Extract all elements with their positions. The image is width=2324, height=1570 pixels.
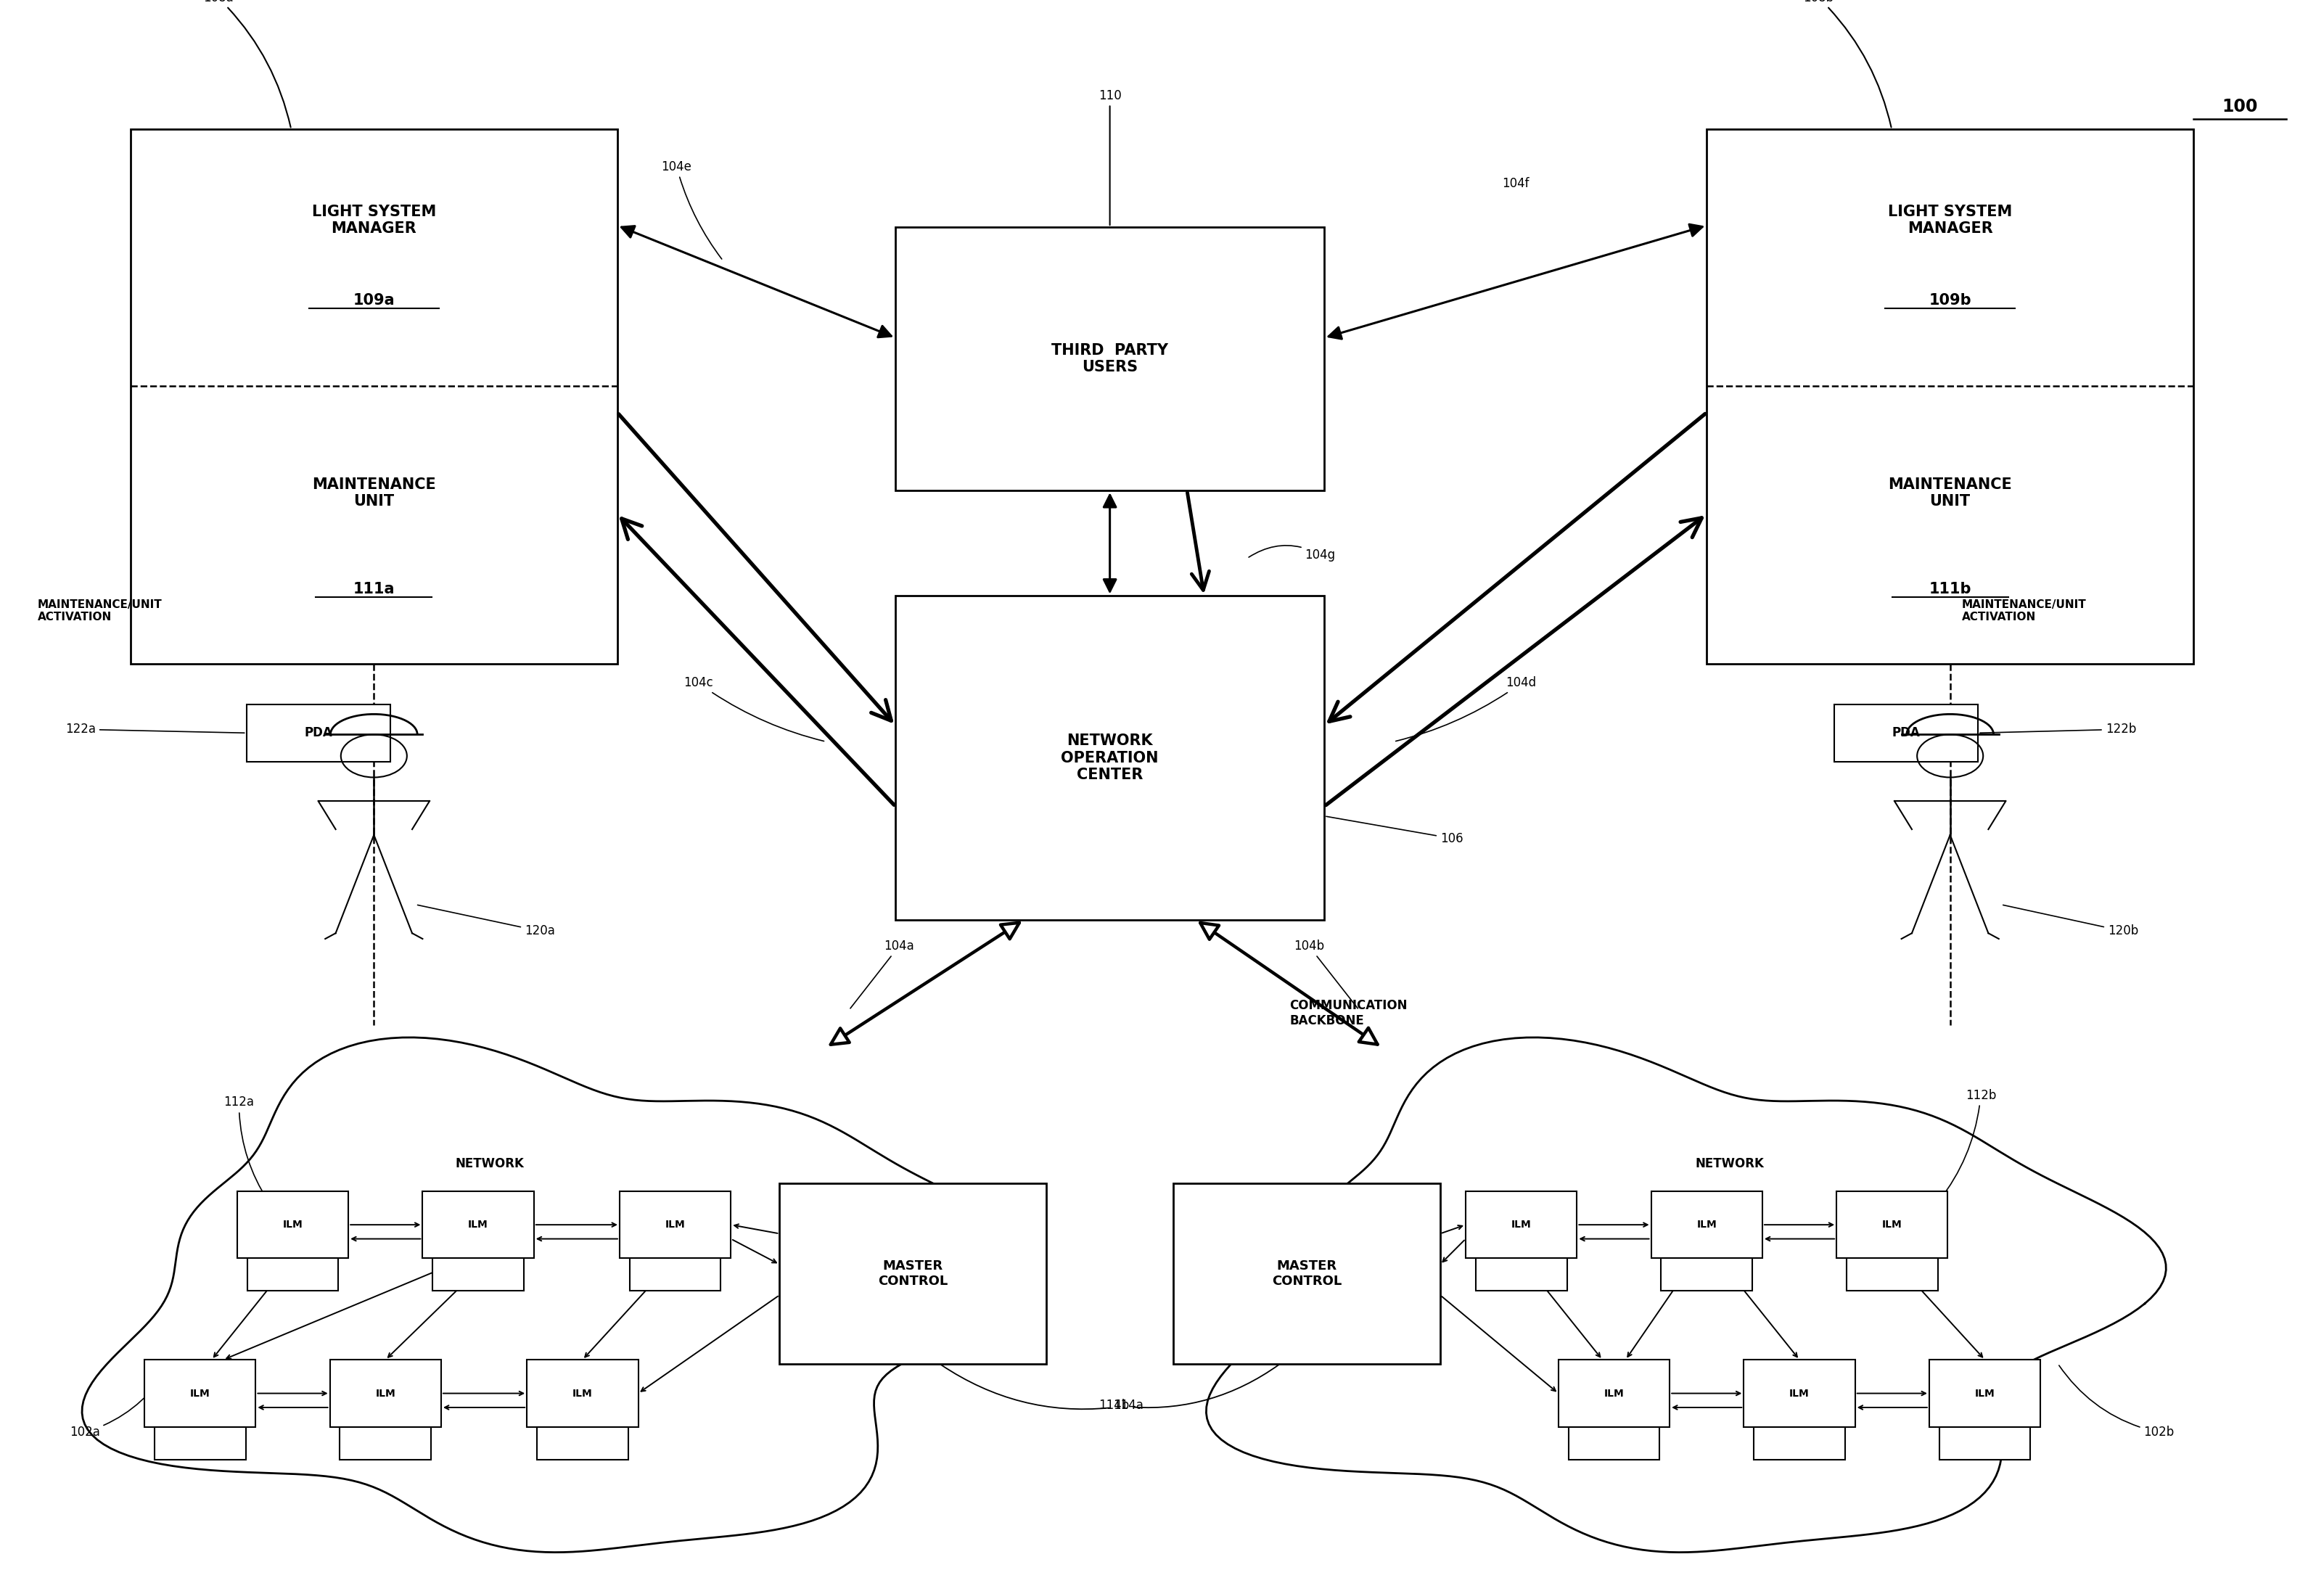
Text: MAINTENANCE
UNIT: MAINTENANCE UNIT	[1887, 477, 2013, 509]
Bar	[1650, 1192, 1762, 1259]
Text: 109b: 109b	[1929, 294, 1971, 308]
Text: 104b: 104b	[1294, 939, 1357, 1008]
Bar	[144, 1360, 256, 1427]
Text: 111a: 111a	[353, 581, 395, 597]
Bar	[246, 1259, 339, 1291]
Text: 104f: 104f	[1501, 177, 1529, 190]
Bar	[339, 1427, 432, 1460]
Bar	[1848, 1259, 1938, 1291]
Text: 114a: 114a	[941, 1364, 1143, 1411]
Bar	[330, 1360, 442, 1427]
Bar	[621, 1192, 730, 1259]
Text: MAINTENANCE/UNIT
ACTIVATION: MAINTENANCE/UNIT ACTIVATION	[1961, 600, 2087, 623]
Bar	[1476, 1259, 1566, 1291]
Bar	[895, 597, 1325, 920]
Text: MASTER
CONTROL: MASTER CONTROL	[1271, 1259, 1341, 1287]
Bar	[630, 1259, 720, 1291]
Text: 112b: 112b	[1938, 1088, 1996, 1201]
Bar	[528, 1360, 639, 1427]
Bar	[1755, 1427, 1845, 1460]
Text: ILM: ILM	[467, 1220, 488, 1229]
Bar	[1569, 1427, 1659, 1460]
Text: 114b: 114b	[1099, 1364, 1278, 1411]
Bar	[1706, 129, 2194, 664]
Bar	[432, 1259, 523, 1291]
Text: ILM: ILM	[1511, 1220, 1532, 1229]
Text: ILM: ILM	[1789, 1388, 1810, 1399]
Bar	[895, 228, 1325, 490]
Text: PDA: PDA	[304, 727, 332, 739]
Text: 100: 100	[2222, 97, 2257, 116]
Bar	[130, 129, 618, 664]
Bar	[1834, 705, 1978, 761]
Text: NETWORK: NETWORK	[456, 1157, 525, 1170]
Text: LIGHT SYSTEM
MANAGER: LIGHT SYSTEM MANAGER	[311, 204, 437, 235]
Text: ILM: ILM	[1697, 1220, 1717, 1229]
Text: MAINTENANCE
UNIT: MAINTENANCE UNIT	[311, 477, 437, 509]
Text: 102b: 102b	[2059, 1366, 2175, 1440]
Text: ILM: ILM	[1975, 1388, 1994, 1399]
Text: 110: 110	[1099, 89, 1122, 225]
Bar	[1559, 1360, 1669, 1427]
Bar	[779, 1184, 1046, 1364]
Text: 108a: 108a	[202, 0, 290, 127]
Text: 106: 106	[1327, 816, 1464, 845]
Text: 102a: 102a	[70, 1366, 170, 1440]
Bar	[1662, 1259, 1752, 1291]
Bar	[1466, 1192, 1578, 1259]
Bar	[537, 1427, 627, 1460]
Text: ILM: ILM	[572, 1388, 593, 1399]
Text: ILM: ILM	[284, 1220, 302, 1229]
Text: 112a: 112a	[223, 1096, 267, 1201]
Bar	[1929, 1360, 2040, 1427]
Text: 104a: 104a	[851, 939, 913, 1008]
Bar	[423, 1192, 535, 1259]
Text: LIGHT SYSTEM
MANAGER: LIGHT SYSTEM MANAGER	[1887, 204, 2013, 235]
Bar	[153, 1427, 246, 1460]
Text: MASTER
CONTROL: MASTER CONTROL	[878, 1259, 948, 1287]
Text: NETWORK: NETWORK	[1697, 1157, 1764, 1170]
Text: 108b: 108b	[1803, 0, 1892, 127]
Text: 109a: 109a	[353, 294, 395, 308]
Text: ILM: ILM	[665, 1220, 686, 1229]
Text: 120a: 120a	[418, 904, 555, 937]
Text: 120b: 120b	[2003, 904, 2138, 937]
Text: 122a: 122a	[65, 722, 244, 736]
Text: NETWORK
OPERATION
CENTER: NETWORK OPERATION CENTER	[1062, 733, 1160, 782]
Text: 104c: 104c	[683, 677, 825, 741]
Text: 104d: 104d	[1397, 677, 1536, 741]
Text: 122b: 122b	[1980, 722, 2136, 736]
Bar	[1836, 1192, 1948, 1259]
Text: 104g: 104g	[1248, 545, 1336, 560]
Bar	[1743, 1360, 1855, 1427]
Text: COMMUNICATION
BACKBONE: COMMUNICATION BACKBONE	[1290, 999, 1408, 1027]
Text: ILM: ILM	[191, 1388, 209, 1399]
Text: 104e: 104e	[662, 160, 723, 259]
Text: PDA: PDA	[1892, 727, 1920, 739]
Text: THIRD  PARTY
USERS: THIRD PARTY USERS	[1050, 344, 1169, 375]
Bar	[237, 1192, 349, 1259]
Bar	[1174, 1184, 1441, 1364]
Text: ILM: ILM	[1882, 1220, 1903, 1229]
Text: 111b: 111b	[1929, 581, 1971, 597]
Text: ILM: ILM	[376, 1388, 395, 1399]
Bar	[246, 705, 390, 761]
Bar	[1938, 1427, 2031, 1460]
Text: ILM: ILM	[1604, 1388, 1624, 1399]
Text: MAINTENANCE/UNIT
ACTIVATION: MAINTENANCE/UNIT ACTIVATION	[37, 600, 163, 623]
